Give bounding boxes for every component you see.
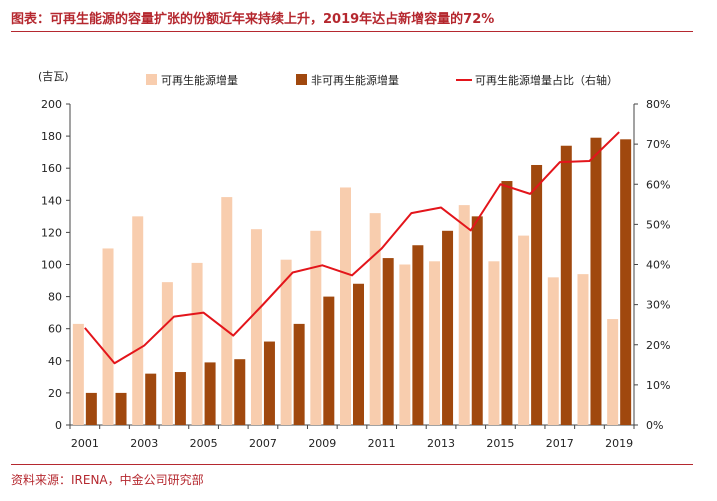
axes: 0 20 40 60 80 100 120 140 160 180 200 0% 10% 20% 30% 40… [38, 70, 670, 450]
y-tick-label: 60 [48, 323, 62, 336]
x-tick-label: 2009 [308, 437, 336, 450]
bar-nonrenewable [590, 137, 602, 425]
bar-nonrenewable [85, 392, 97, 425]
y-tick-label: 160 [41, 162, 62, 175]
bar-renewable [607, 319, 619, 425]
x-tick-label: 2007 [249, 437, 277, 450]
bar-renewable [547, 277, 559, 425]
bar-renewable [429, 261, 441, 425]
y2-tick-label: 30% [646, 299, 670, 312]
title-divider [11, 31, 693, 32]
bar-renewable [458, 205, 470, 425]
bar-renewable [132, 216, 144, 425]
bar-renewable [369, 213, 381, 425]
x-tick-label: 2019 [605, 437, 633, 450]
legend-label: 非可再生能源增量 [311, 73, 399, 87]
bar-nonrenewable [442, 230, 454, 425]
legend-label: 可再生能源增量 [161, 73, 238, 87]
x-tick-label: 2017 [546, 437, 574, 450]
bar-nonrenewable [263, 341, 275, 425]
legend-item-nonrenewable: 非可再生能源增量 [296, 73, 399, 87]
bar-renewable [102, 248, 114, 425]
legend-swatch [146, 74, 157, 85]
y-tick-label: 80 [48, 291, 62, 304]
chart-title: 图表：可再生能源的容量扩张的份额近年来持续上升，2019年达占新增容量的72% [11, 12, 495, 27]
y-tick-label: 120 [41, 226, 62, 239]
bar-nonrenewable [531, 164, 543, 426]
y-tick-label: 140 [41, 194, 62, 207]
bar-renewable [72, 323, 84, 425]
bar-renewable [577, 274, 589, 425]
y2-tick-label: 10% [646, 379, 670, 392]
bar-nonrenewable [115, 392, 127, 425]
y2-tick-label: 50% [646, 218, 670, 231]
y-tick-label: 100 [41, 259, 62, 272]
bar-nonrenewable [145, 373, 157, 425]
y-tick-label: 200 [41, 98, 62, 111]
bar-nonrenewable [204, 362, 216, 425]
source-divider [11, 464, 693, 465]
bar-renewable [250, 229, 262, 425]
bar-nonrenewable [353, 283, 364, 425]
y-tick-label: 20 [48, 387, 62, 400]
bar-renewable [518, 235, 530, 425]
y-tick-label: 40 [48, 355, 62, 368]
bars [72, 137, 632, 426]
bar-renewable [161, 282, 173, 425]
bar-renewable [221, 197, 233, 425]
y2-tick-label: 20% [646, 339, 670, 352]
bar-renewable [310, 230, 322, 425]
bar-nonrenewable [412, 245, 424, 425]
y-tick-label: 0 [55, 419, 62, 432]
bar-renewable [399, 264, 411, 425]
source-note: 资料来源：IRENA，中金公司研究部 [11, 473, 204, 487]
y-tick-label: 180 [41, 130, 62, 143]
legend-label: 可再生能源增量占比（右轴） [475, 73, 618, 87]
bar-nonrenewable [560, 145, 572, 426]
bar-nonrenewable [323, 296, 335, 425]
bar-renewable [488, 261, 500, 425]
x-tick-label: 2001 [71, 437, 99, 450]
bar-nonrenewable [471, 216, 483, 425]
y2-tick-label: 80% [646, 98, 670, 111]
y2-tick-label: 70% [646, 138, 670, 151]
x-tick-label: 2015 [486, 437, 514, 450]
share-line-path [84, 131, 620, 365]
legend: 可再生能源增量 非可再生能源增量 可再生能源增量占比（右轴） [146, 73, 618, 87]
y2-tick-label: 60% [646, 178, 670, 191]
bar-nonrenewable [382, 258, 394, 425]
bar-renewable [191, 262, 203, 425]
bar-nonrenewable [174, 372, 186, 425]
y2-tick-label: 40% [646, 259, 670, 272]
share-line [84, 131, 620, 365]
x-tick-label: 2011 [368, 437, 396, 450]
x-tick-label: 2005 [190, 437, 218, 450]
legend-swatch [296, 74, 307, 85]
legend-item-renewable: 可再生能源增量 [146, 73, 238, 87]
bar-nonrenewable [501, 181, 513, 425]
bar-renewable [340, 187, 351, 425]
x-tick-label: 2013 [427, 437, 455, 450]
bar-renewable [280, 259, 292, 425]
legend-item-share: 可再生能源增量占比（右轴） [456, 73, 618, 87]
bar-nonrenewable [620, 139, 632, 425]
bar-nonrenewable [293, 323, 305, 425]
bar-nonrenewable [234, 359, 246, 425]
y-axis-label: (吉瓦) [38, 70, 69, 83]
x-tick-label: 2003 [130, 437, 158, 450]
y2-tick-label: 0% [646, 419, 663, 432]
